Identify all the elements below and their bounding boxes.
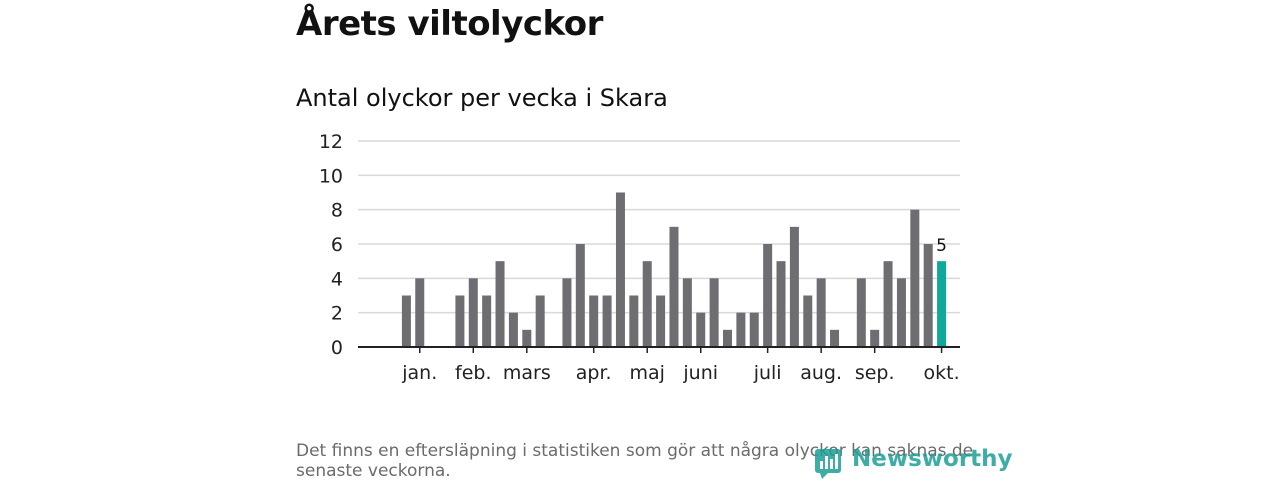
- highlight-value-label: 5: [936, 236, 947, 256]
- bar: [883, 261, 893, 347]
- bar: [415, 278, 425, 347]
- bar: [816, 278, 826, 347]
- newsworthy-logo-text: Newsworthy: [852, 446, 1013, 472]
- bar: [589, 295, 599, 347]
- x-tick-label: okt.: [924, 362, 960, 384]
- x-tick-label: maj: [630, 362, 665, 384]
- y-tick-label: 0: [331, 337, 343, 359]
- x-tick-label: aug.: [800, 362, 842, 384]
- x-tick-label: sep.: [855, 362, 895, 384]
- y-tick-label: 10: [319, 165, 343, 187]
- chart-title: Årets viltolyckor: [296, 4, 603, 44]
- bar: [455, 295, 465, 347]
- bar: [736, 312, 746, 347]
- x-tick-label: apr.: [576, 362, 612, 384]
- bar: [830, 329, 840, 347]
- bar: [803, 295, 813, 347]
- bar-chart: 0 2 4 6 8 10 12 5 jan. feb. mars apr. maj juni juli aug…: [319, 131, 960, 384]
- bar: [629, 295, 639, 347]
- y-tick-label: 6: [331, 234, 343, 256]
- x-tick-label: juni: [682, 362, 718, 384]
- bar: [615, 192, 625, 347]
- bar: [642, 261, 652, 347]
- bar: [696, 312, 706, 347]
- bar: [749, 312, 759, 347]
- bar-highlight: [937, 261, 947, 347]
- bar: [682, 278, 692, 347]
- data-lag-note: Det finns en eftersläpning i statistiken…: [296, 441, 974, 481]
- bar: [495, 261, 505, 347]
- y-tick-label: 2: [331, 303, 343, 325]
- x-tick-label: feb.: [455, 362, 491, 384]
- x-tick-label: mars: [503, 362, 551, 384]
- bar: [789, 226, 799, 347]
- y-tick-label: 12: [319, 131, 343, 153]
- bar: [562, 278, 572, 347]
- x-tick-label: jan.: [401, 362, 437, 384]
- bar: [468, 278, 478, 347]
- newsworthy-logo: Newsworthy: [814, 446, 1013, 482]
- bar: [401, 295, 411, 347]
- bar: [776, 261, 786, 347]
- bar: [522, 329, 532, 347]
- bar: [910, 209, 920, 347]
- y-tick-label: 8: [331, 200, 343, 222]
- bar: [870, 329, 880, 347]
- bar: [602, 295, 612, 347]
- bar: [923, 244, 933, 347]
- bar: [763, 244, 773, 347]
- newsworthy-logo-icon: [815, 449, 841, 479]
- bar: [535, 295, 545, 347]
- bar: [709, 278, 719, 347]
- bar: [856, 278, 866, 347]
- bar: [669, 226, 679, 347]
- y-tick-label: 4: [331, 268, 343, 290]
- bar: [482, 295, 492, 347]
- bar: [723, 329, 732, 347]
- bar: [575, 244, 585, 347]
- bar: [508, 312, 518, 347]
- x-tick-label: juli: [753, 362, 782, 384]
- bar: [896, 278, 906, 347]
- bar: [656, 295, 666, 347]
- chart-subtitle: Antal olyckor per vecka i Skara: [296, 84, 668, 112]
